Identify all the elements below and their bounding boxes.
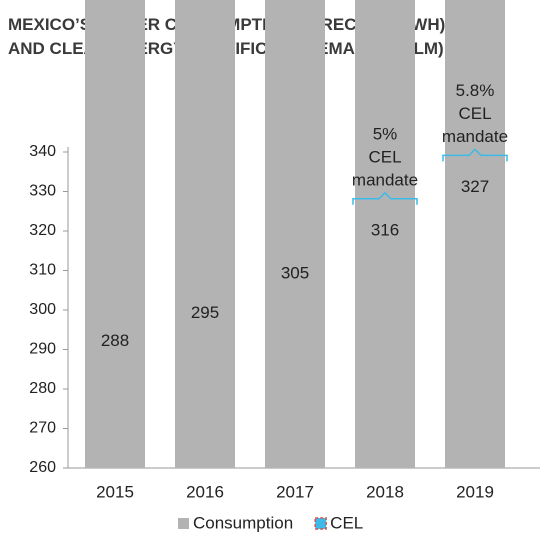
y-tick-label: 310 <box>29 262 56 279</box>
y-tick-label: 260 <box>29 459 56 476</box>
y-tick-label: 330 <box>29 183 56 200</box>
x-tick-label: 2016 <box>186 482 224 501</box>
x-tick-label: 2017 <box>276 482 314 501</box>
annotation: CEL <box>368 147 401 166</box>
total-label: 305 <box>281 264 309 283</box>
bar <box>445 0 505 469</box>
y-tick-label: 290 <box>29 341 56 358</box>
x-tick-label: 2015 <box>96 482 134 501</box>
total-label: 316 <box>371 220 399 239</box>
annotation: mandate <box>442 127 508 146</box>
annotation: 5.8% <box>456 81 495 100</box>
y-tick-label: 320 <box>29 222 56 239</box>
x-tick-label: 2019 <box>456 482 494 501</box>
legend-swatch <box>178 518 189 529</box>
bar <box>265 0 325 468</box>
x-tick-label: 2018 <box>366 482 404 501</box>
bar <box>175 0 235 468</box>
bar <box>85 0 145 468</box>
annotation: CEL <box>458 104 491 123</box>
y-tick-label: 340 <box>29 143 56 160</box>
annotation: 5% <box>373 124 398 143</box>
total-label: 295 <box>191 303 219 322</box>
legend-label: CEL <box>330 513 363 532</box>
total-label: 327 <box>461 177 489 196</box>
brace <box>442 148 508 162</box>
bar <box>355 0 415 468</box>
legend-label: Consumption <box>193 513 293 532</box>
legend-swatch <box>314 517 327 530</box>
brace <box>352 191 418 205</box>
y-tick-label: 270 <box>29 420 56 437</box>
y-tick-label: 280 <box>29 380 56 397</box>
annotation: mandate <box>352 170 418 189</box>
total-label: 288 <box>101 331 129 350</box>
y-tick-label: 300 <box>29 301 56 318</box>
